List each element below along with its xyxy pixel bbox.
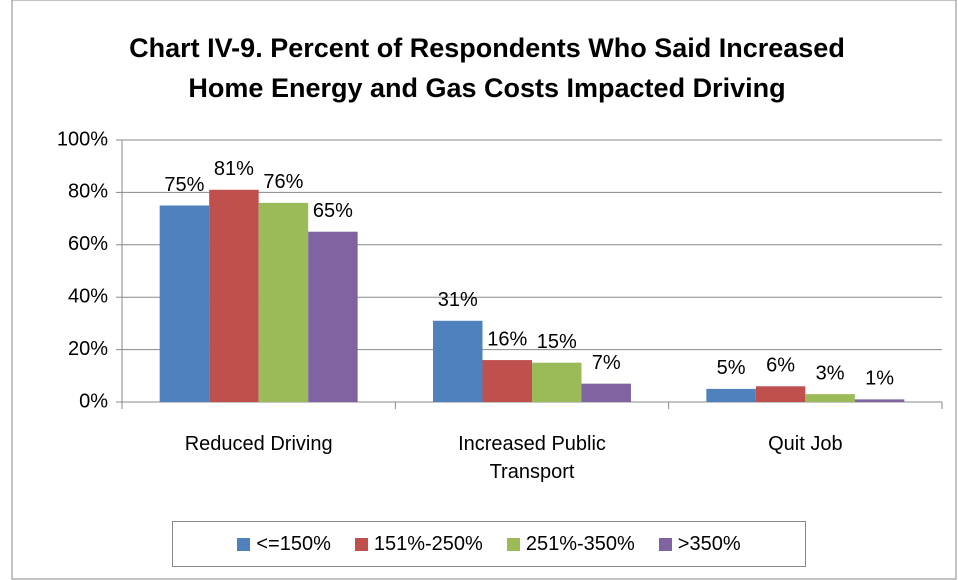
legend-label: >350% <box>677 532 741 555</box>
bar <box>308 231 358 402</box>
legend-item: 151%-250% <box>354 532 483 556</box>
bar <box>159 205 210 402</box>
bar <box>854 399 905 402</box>
data-label: 15% <box>537 331 577 353</box>
y-tick-label: 80% <box>68 181 108 203</box>
legend-label: <=150% <box>256 532 331 555</box>
bar <box>482 360 532 402</box>
data-label: 3% <box>816 362 845 384</box>
legend-item: <=150% <box>237 533 331 556</box>
bar <box>433 320 483 402</box>
legend-swatch <box>354 537 368 551</box>
y-tick-label: 100% <box>57 128 108 150</box>
y-tick-label: 40% <box>68 285 108 307</box>
x-tick-label: Quit Job <box>768 433 843 455</box>
bar <box>581 383 631 402</box>
chart-border <box>11 0 957 580</box>
y-tick-label: 20% <box>68 338 108 360</box>
bar <box>805 394 855 402</box>
legend: <=150% 151%-250% 251%-350% >350% <box>172 521 806 567</box>
legend-item: >350% <box>658 532 741 556</box>
data-label: 5% <box>717 357 746 379</box>
y-tick-label: 0% <box>79 390 108 412</box>
data-label: 1% <box>865 368 894 390</box>
x-tick-label: Reduced Driving <box>184 433 333 455</box>
legend-label: 151%-250% <box>373 532 483 555</box>
chart-title: Chart IV-9. Percent of Respondents Who S… <box>129 33 845 63</box>
data-label: 75% <box>164 174 204 196</box>
data-label: 16% <box>487 328 527 350</box>
y-tick-label: 60% <box>68 233 108 255</box>
data-label: 81% <box>214 158 254 180</box>
legend-label: 251%-350% <box>525 532 635 555</box>
bar <box>755 386 806 402</box>
data-label: 6% <box>766 355 795 377</box>
legend-swatch <box>237 537 251 551</box>
legend-swatch <box>506 537 520 551</box>
legend-item: 251%-350% <box>506 532 635 556</box>
bar <box>532 362 582 402</box>
bar <box>706 388 756 402</box>
chart-title: Home Energy and Gas Costs Impacted Drivi… <box>188 73 785 103</box>
bar <box>209 189 259 402</box>
data-label: 76% <box>263 171 303 193</box>
legend-swatch <box>658 537 672 551</box>
x-tick-label: Increased Public Transport <box>458 433 606 483</box>
bar <box>258 202 309 402</box>
data-label: 31% <box>438 289 478 311</box>
data-label: 65% <box>313 200 353 222</box>
data-label: 7% <box>592 352 621 374</box>
